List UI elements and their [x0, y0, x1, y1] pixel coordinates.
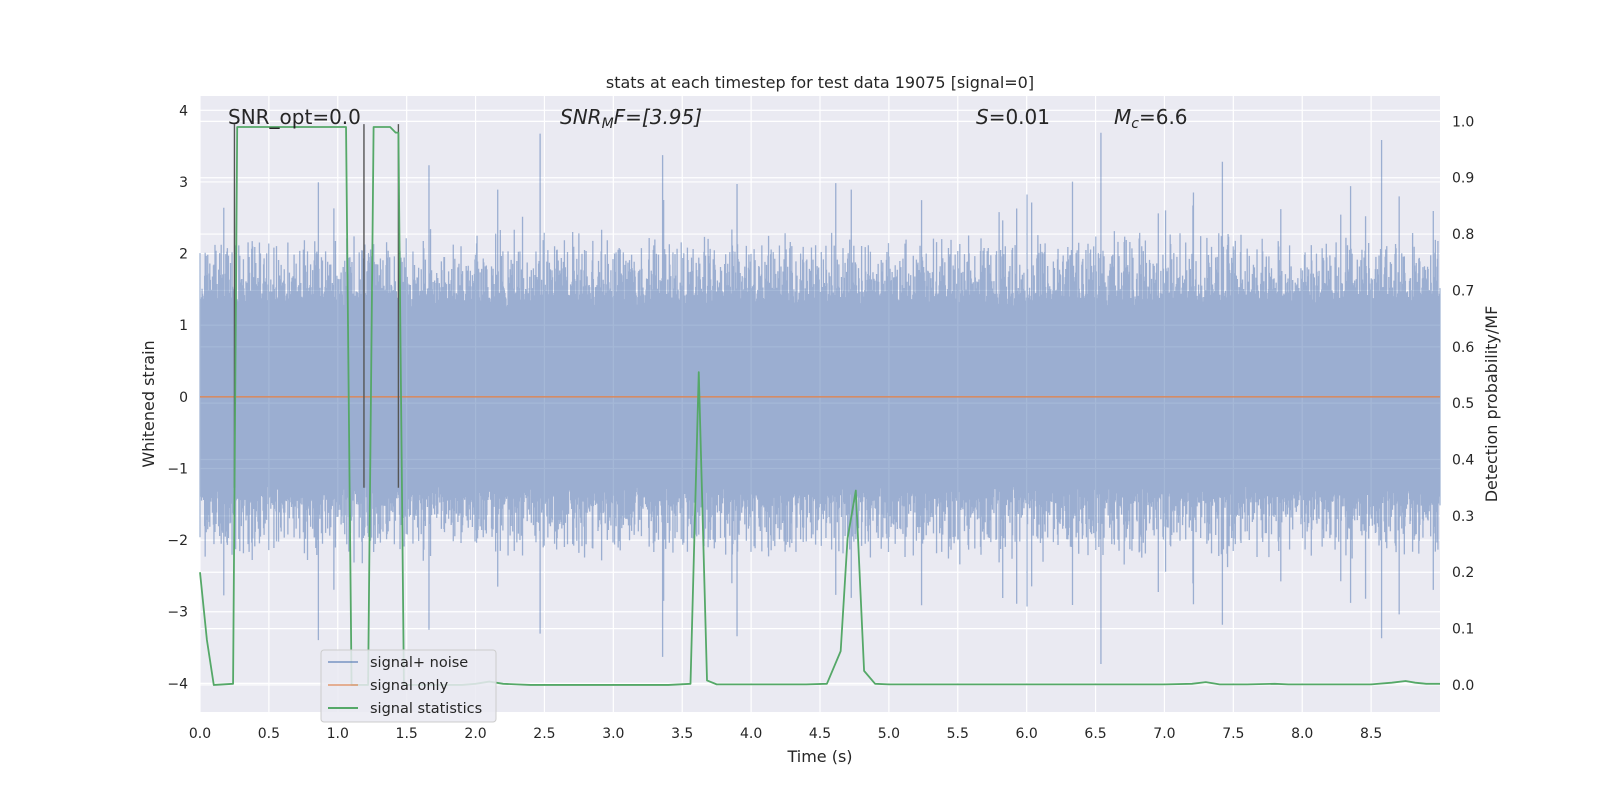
- x-tick-label: 1.0: [327, 726, 349, 742]
- y-tick-label-left: −3: [167, 605, 188, 621]
- x-tick-label: 4.0: [740, 726, 762, 742]
- legend-label-noise: signal+ noise: [370, 655, 468, 671]
- annotation-snr-mf-symbol: SNR: [560, 105, 602, 129]
- x-tick-label: 2.5: [533, 726, 555, 742]
- annotation-mc: Mc=6.6: [1114, 105, 1188, 132]
- x-tick-label: 3.5: [671, 726, 693, 742]
- annotation-snr-mf-rest: F=[3.95]: [614, 105, 702, 129]
- y-tick-label-left: 0: [179, 390, 188, 406]
- x-tick-label: 0.5: [258, 726, 280, 742]
- annotation-s: S=0.01: [976, 105, 1050, 129]
- y-tick-label-left: −2: [167, 533, 188, 549]
- annotation-snr-opt: SNR_opt=0.0: [228, 105, 361, 129]
- annotation-s-symbol: S: [976, 105, 989, 129]
- x-tick-label: 6.5: [1084, 726, 1106, 742]
- y-tick-label-right: 0.5: [1452, 396, 1474, 412]
- signal-statistics-line: [199, 126, 1440, 686]
- annotation-mc-sub: c: [1131, 116, 1139, 132]
- legend: signal+ noise signal only signal statist…: [320, 649, 497, 723]
- x-tick-label: 2.0: [464, 726, 486, 742]
- x-tick-labels: 0.0 0.5 1.0 1.5 2.0 2.5 3.0 3.5 4.0 4.5 5.0 5.5 6.0 6…: [189, 726, 1382, 742]
- x-tick-label: 8.0: [1291, 726, 1313, 742]
- annotation-snr-mf: SNRMF=[3.95]: [560, 105, 702, 132]
- y-tick-label-left: 3: [179, 175, 188, 191]
- y-tick-label-right: 0.1: [1452, 622, 1474, 638]
- y-tick-label-right: 0.3: [1452, 509, 1474, 525]
- y-tick-label-left: −1: [167, 461, 188, 477]
- x-tick-label: 6.0: [1016, 726, 1038, 742]
- legend-label-stats: signal statistics: [370, 701, 482, 717]
- chart-title: stats at each timestep for test data 190…: [606, 73, 1034, 92]
- y-tick-label-right: 0.6: [1452, 340, 1474, 356]
- signal-statistics-series: [199, 126, 1440, 686]
- x-tick-label: 3.0: [602, 726, 624, 742]
- y-tick-label-right: 0.7: [1452, 283, 1474, 299]
- annotation-s-rest: =0.01: [989, 105, 1050, 129]
- x-tick-label: 7.5: [1222, 726, 1244, 742]
- y-tick-label-left: 2: [179, 247, 188, 263]
- y-tick-label-right: 0.2: [1452, 565, 1474, 581]
- x-tick-label: 7.0: [1153, 726, 1175, 742]
- y-tick-label-right: 0.0: [1452, 678, 1474, 694]
- x-tick-label: 4.5: [809, 726, 831, 742]
- annotation-mc-symbol: M: [1114, 105, 1131, 129]
- y-tick-label-left: 4: [179, 103, 188, 119]
- x-tick-label: 0.0: [189, 726, 211, 742]
- y-tick-labels-right: 1.0 0.9 0.8 0.7 0.6 0.5 0.4 0.3 0.2 0.1 0.0: [1452, 114, 1474, 694]
- x-axis-label: Time (s): [786, 747, 852, 766]
- y-tick-label-right: 1.0: [1452, 114, 1474, 130]
- x-tick-label: 1.5: [396, 726, 418, 742]
- y-tick-label-left: −4: [167, 676, 188, 692]
- y-axis-label-left: Whitened strain: [139, 340, 158, 467]
- x-tick-label: 5.0: [878, 726, 900, 742]
- x-tick-label: 5.5: [947, 726, 969, 742]
- y-tick-label-right: 0.8: [1452, 227, 1474, 243]
- y-tick-labels-left: 4 3 2 1 0 −1 −2 −3 −4: [167, 103, 188, 692]
- annotation-mc-rest: =6.6: [1139, 105, 1188, 129]
- annotation-snr-mf-sub: M: [602, 116, 614, 132]
- y-tick-label-right: 0.9: [1452, 171, 1474, 187]
- y-tick-label-right: 0.4: [1452, 453, 1474, 469]
- legend-label-signal: signal only: [370, 678, 449, 694]
- y-axis-label-right: Detection probability/MF: [1482, 306, 1501, 503]
- legend-box: [320, 649, 497, 723]
- y-tick-label-left: 1: [179, 318, 188, 334]
- x-tick-label: 8.5: [1360, 726, 1382, 742]
